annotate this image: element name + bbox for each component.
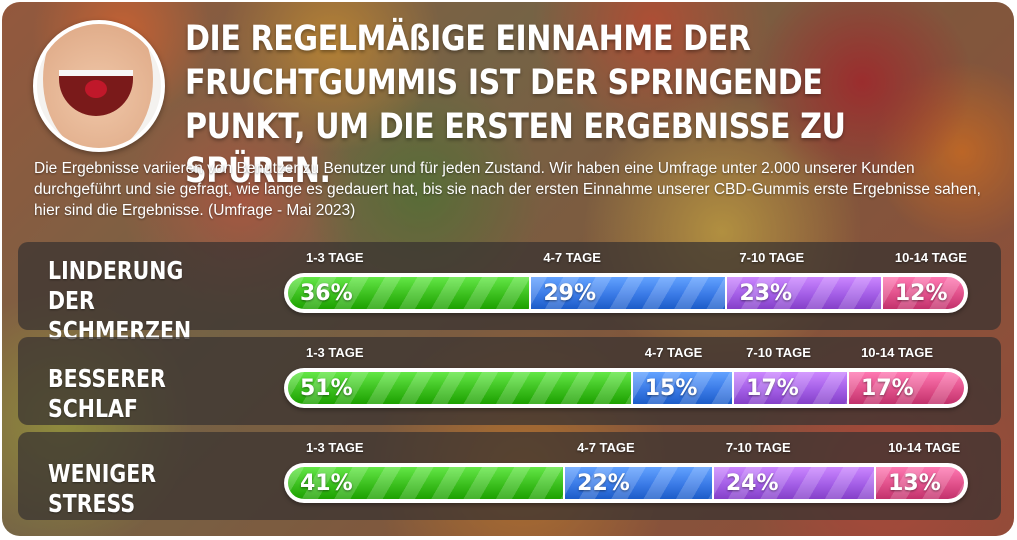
bar-segment: 22%	[565, 467, 714, 499]
bar-segment: 29%	[531, 277, 728, 309]
segment-period-label: 4-7 TAGE	[577, 440, 635, 455]
row-label-line: BESSERER SCHLAF	[48, 364, 166, 423]
segment-percent: 36%	[300, 281, 353, 306]
segment-percent: 24%	[725, 471, 779, 496]
intro-text: Die Ergebnisse variieren von Benutzer zu…	[34, 160, 981, 219]
bar-segment: 15%	[632, 372, 735, 404]
segment-period-label: 7-10 TAGE	[746, 345, 811, 360]
segment-percent: 41%	[300, 471, 353, 496]
segment-percent: 17%	[861, 376, 914, 401]
segment-period-label: 1-3 TAGE	[306, 250, 364, 265]
bar-segment: 17%	[734, 372, 850, 404]
result-row-pain: LINDERUNG DER SCHMERZEN 36% 29% 23% 12% 1-3…	[18, 242, 1001, 345]
page-title: DIE REGELMÄßIGE EINNAHME DER FRUCHTGUMMI…	[185, 19, 846, 191]
segment-percent: 51%	[300, 376, 353, 401]
segment-period-label: 7-10 TAGE	[725, 440, 791, 455]
segment-period-label: 1-3 TAGE	[306, 345, 364, 360]
row-label-line: LINDERUNG	[48, 256, 184, 285]
progress-bar: 41% 22% 24% 13% 1-3 TAGE 4-7 TAGE 7-10 TAGE 10…	[284, 440, 968, 503]
bar-segment: 24%	[713, 467, 877, 499]
segment-percent: 22%	[577, 471, 630, 496]
progress-bar: 51% 15% 17% 17% 1-3 TAGE 4-7 TAGE 7-10 TAGE 10…	[284, 345, 968, 408]
segment-period-label: 1-3 TAGE	[306, 440, 364, 455]
segment-period-label: 10-14 TAGE	[894, 250, 967, 265]
smiling-mouth-icon	[33, 20, 165, 152]
bar-segment: 13%	[876, 467, 964, 499]
row-label: LINDERUNG DER SCHMERZEN	[48, 256, 237, 346]
segment-percent: 17%	[746, 376, 799, 401]
bar-segment: 12%	[882, 277, 964, 309]
bar-segment: 36%	[288, 277, 532, 309]
row-label-line: WENIGER STRESS	[48, 459, 157, 518]
bar-segment: 51%	[288, 372, 633, 404]
segment-percent: 23%	[739, 281, 793, 306]
segment-period-label: 7-10 TAGE	[739, 250, 805, 265]
progress-bar: 36% 29% 23% 12% 1-3 TAGE 4-7 TAGE 7-10 TAGE 10…	[284, 250, 968, 313]
segment-period-label: 4-7 TAGE	[644, 345, 703, 360]
row-label: WENIGER STRESS	[48, 459, 237, 519]
row-label: BESSERER SCHLAF	[48, 364, 237, 424]
segment-percent: 29%	[543, 281, 597, 306]
segment-period-label: 10-14 TAGE	[888, 440, 961, 455]
result-row-sleep: BESSERER SCHLAF 51% 15% 17% 17% 1-3 TAGE 4-7…	[18, 337, 1001, 425]
result-row-stress: WENIGER STRESS 41% 22% 24% 13% 1-3 TAGE 4-7 …	[18, 432, 1001, 520]
bar-segment: 23%	[727, 277, 883, 309]
segment-percent: 12%	[894, 281, 948, 306]
segment-period-label: 4-7 TAGE	[543, 250, 601, 265]
bar-segment: 41%	[288, 467, 566, 499]
segment-period-label: 10-14 TAGE	[861, 345, 934, 360]
segment-percent: 13%	[888, 471, 941, 496]
bar-segment: 17%	[849, 372, 964, 404]
segment-percent: 15%	[644, 376, 698, 401]
